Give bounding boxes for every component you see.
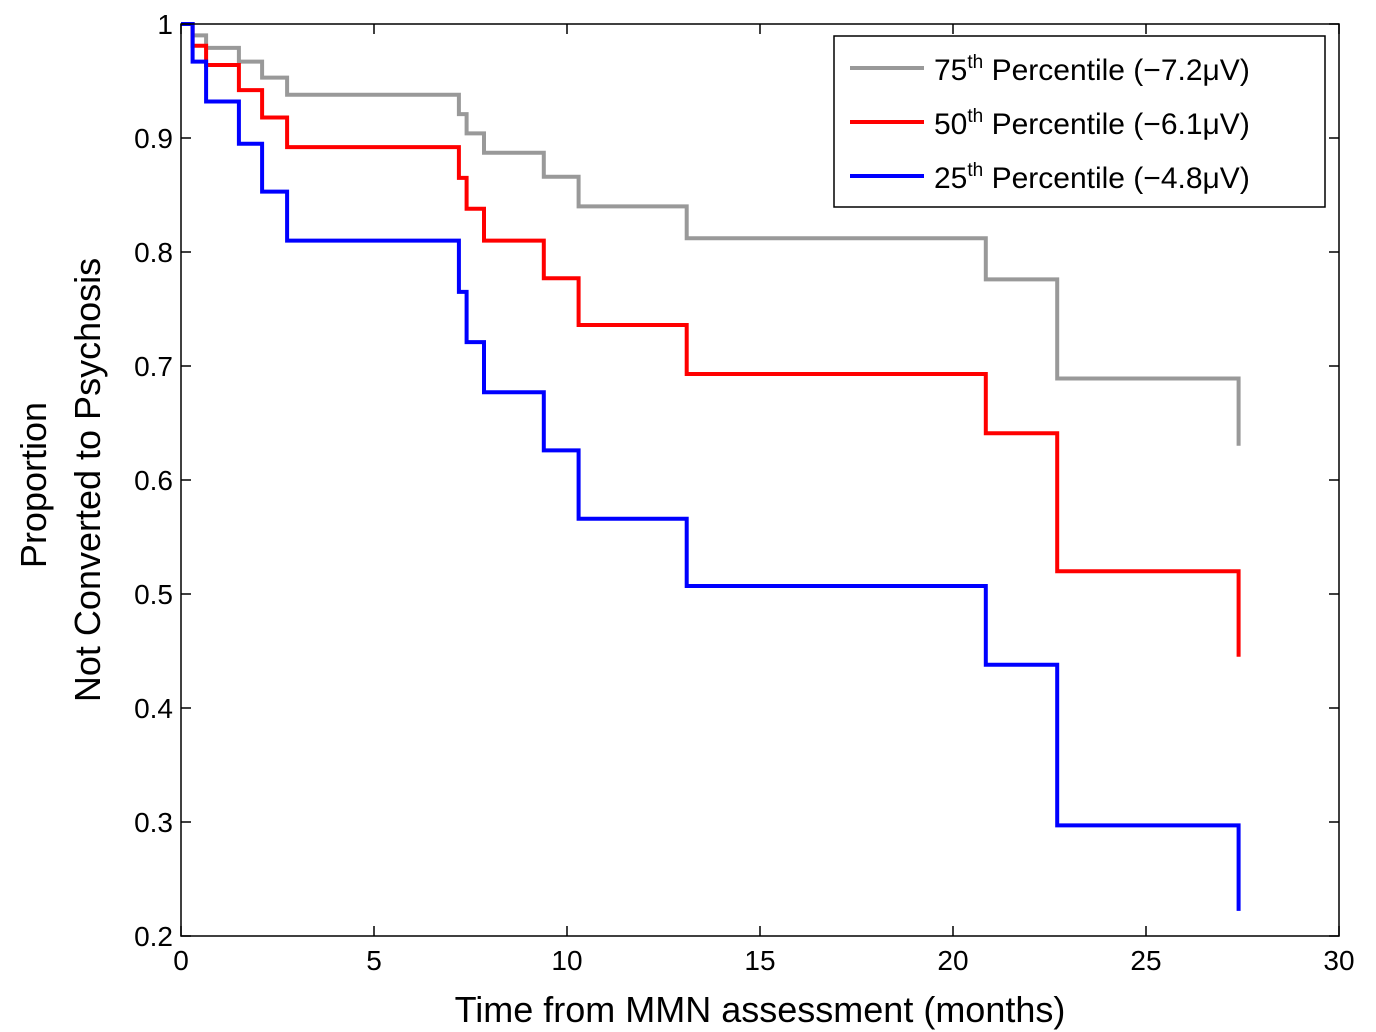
x-tick-label-0: 0 [173,945,189,976]
x-tick-label-5: 25 [1130,945,1161,976]
y-tick-label-5: 0.7 [134,351,173,382]
series-line-25 [181,22,1241,911]
series-layer [181,22,1241,911]
x-tick-label-4: 20 [937,945,968,976]
x-tick-label-1: 5 [366,945,382,976]
legend-label-25: 25th Percentile (−4.8μV) [934,160,1250,195]
series-line-75 [181,22,1241,446]
y-tick-label-7: 0.9 [134,123,173,154]
y-tick-label-2: 0.4 [134,693,173,724]
y-tick-label-8: 1 [157,9,173,40]
legend-label-50: 50th Percentile (−6.1μV) [934,106,1250,141]
y-tick-label-1: 0.3 [134,807,173,838]
y-tick-label-6: 0.8 [134,237,173,268]
x-tick-label-6: 30 [1323,945,1354,976]
y-axis-title-line-1: Proportion [13,402,54,568]
tick-layer: 0 5 10 15 20 25 30 0.2 0.3 0.4 0.5 0.6 0.7 0.8 0.9 1 [134,9,1355,976]
x-axis-title: Time from MMN assessment (months) [455,989,1066,1030]
legend-label-75: 75th Percentile (−7.2μV) [934,52,1250,87]
y-tick-label-3: 0.5 [134,579,173,610]
series-line-50 [181,22,1241,657]
y-tick-label-4: 0.6 [134,465,173,496]
y-axis-title-line-2: Not Converted to Psychosis [67,258,108,702]
legend: 75th Percentile (−7.2μV) 50th Percentile … [833,35,1326,208]
y-axis-title: Proportion Not Converted to Psychosis [13,258,108,702]
y-tick-label-0: 0.2 [134,921,173,952]
x-tick-label-3: 15 [744,945,775,976]
x-tick-label-2: 10 [551,945,582,976]
